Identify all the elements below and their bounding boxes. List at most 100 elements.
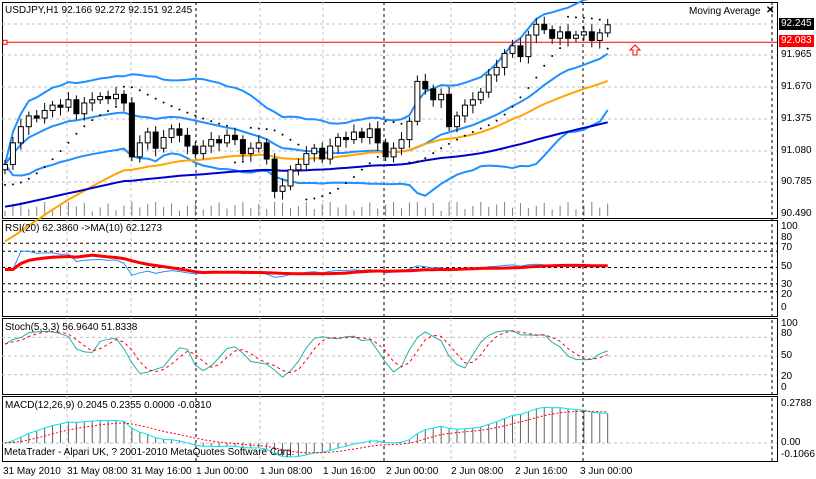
candle-body	[311, 147, 318, 155]
candle-body	[81, 102, 88, 115]
candle-body	[152, 131, 159, 149]
sar-dot	[329, 192, 332, 195]
sar-dot	[265, 128, 268, 131]
sar-dot	[194, 114, 197, 117]
time-tick: 2 Jun 08:00	[451, 466, 504, 477]
macd-signal-line	[4, 410, 608, 454]
sar-dot	[130, 86, 133, 89]
candle-body	[144, 131, 151, 144]
time-tick: 31 May 16:00	[131, 466, 192, 477]
symbol-info: USDJPY,H1 92.166 92.272 92.151 92.245	[5, 5, 193, 16]
candle-body	[224, 134, 231, 144]
candle-body	[9, 142, 16, 165]
price-tick: 90.785	[781, 176, 812, 187]
sar-dot	[241, 160, 244, 163]
candle-body	[49, 104, 56, 112]
sar-dot	[162, 101, 165, 104]
sar-dot	[432, 152, 435, 155]
macd-tick: 0.2788	[781, 398, 812, 409]
sar-dot	[249, 126, 252, 129]
stoch-tick: 50	[781, 350, 793, 361]
candle-body	[73, 99, 80, 115]
stoch-tick: 0	[781, 382, 787, 393]
close-x-icon[interactable]: ✕	[766, 5, 775, 16]
stoch-main-line	[4, 330, 608, 378]
price-tick: 91.965	[781, 49, 812, 60]
rsi-tick: 0	[781, 302, 787, 313]
sar-dot	[233, 161, 236, 164]
stoch-tick: 100	[781, 318, 798, 329]
sar-dot	[11, 183, 14, 186]
sar-dot	[107, 109, 110, 112]
candle-body	[271, 158, 278, 192]
candle-body	[446, 93, 453, 128]
candle-body	[263, 142, 270, 160]
sar-dot	[590, 17, 593, 20]
sar-dot	[273, 129, 276, 132]
time-tick: 1 Jun 00:00	[196, 466, 249, 477]
sar-dot	[487, 124, 490, 127]
sar-dot	[424, 157, 427, 160]
candle-body	[469, 99, 476, 106]
current-price-label: 92.245	[779, 18, 814, 30]
sar-dot	[440, 147, 443, 150]
sar-dot	[257, 127, 260, 130]
candle-body	[430, 88, 437, 101]
candle-body	[604, 24, 611, 34]
panel-border	[2, 220, 778, 317]
sar-dot	[511, 105, 514, 108]
sar-dot	[551, 54, 554, 57]
hline-handle	[2, 39, 8, 45]
candle-body	[216, 139, 223, 144]
sar-dot	[479, 127, 482, 130]
candle-body	[295, 163, 302, 171]
sar-dot	[574, 16, 577, 19]
macd-main-line	[4, 406, 608, 458]
candle-body	[374, 128, 381, 144]
sar-dot	[376, 155, 379, 158]
sar-dot	[337, 187, 340, 190]
candle-body	[255, 142, 262, 149]
candle-body	[160, 136, 167, 149]
candle-body	[2, 163, 8, 171]
candle-body	[390, 147, 397, 158]
candle-body	[128, 102, 135, 158]
time-tick: 2 Jun 00:00	[386, 466, 439, 477]
rsi-tick: 100	[781, 221, 798, 232]
sar-dot	[35, 172, 38, 175]
sar-dot	[178, 108, 181, 111]
sar-dot	[535, 76, 538, 79]
sar-dot	[91, 119, 94, 122]
candle-body	[541, 23, 548, 31]
sar-dot	[19, 181, 22, 184]
candle-body	[41, 110, 48, 119]
candle-body	[97, 95, 104, 101]
sar-dot	[408, 161, 411, 164]
sar-dot	[519, 96, 522, 99]
rsi-tick: 50	[781, 261, 793, 272]
sar-dot	[218, 122, 221, 125]
indicator-label: Moving Average	[689, 6, 761, 17]
candle-body	[454, 115, 461, 128]
stoch-tick: 20	[781, 371, 793, 382]
sar-dot	[210, 120, 213, 123]
sar-dot	[99, 114, 102, 117]
sar-dot	[392, 121, 395, 124]
sar-dot	[360, 168, 363, 171]
time-tick: 31 May 08:00	[67, 466, 128, 477]
price-tick: 91.670	[781, 81, 812, 92]
candle-body	[17, 126, 24, 144]
candle-body	[239, 139, 246, 155]
macd-title: MACD(12,26,9) 0.2045 0.2355 0.0000 -0.03…	[5, 400, 212, 411]
candle-body	[549, 29, 556, 39]
candle-body	[200, 145, 207, 155]
candle-body	[366, 128, 373, 138]
rsi-ma-line	[5, 253, 608, 276]
stoch-tick: 80	[781, 328, 793, 339]
candle-body	[319, 147, 326, 160]
candle-body	[565, 31, 572, 39]
candle-body	[485, 74, 492, 93]
sar-dot	[281, 133, 284, 136]
